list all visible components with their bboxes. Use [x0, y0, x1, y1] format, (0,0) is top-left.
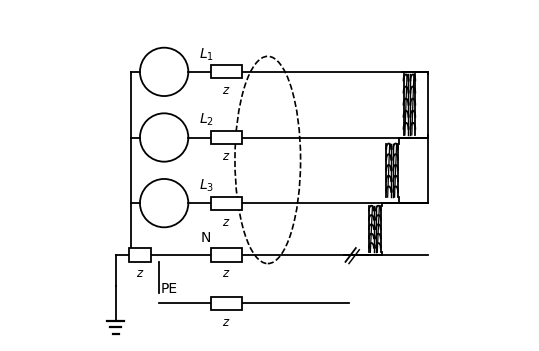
- FancyBboxPatch shape: [211, 297, 242, 310]
- Text: $z$: $z$: [222, 150, 231, 163]
- Text: $z$: $z$: [222, 216, 231, 229]
- Text: $z$: $z$: [222, 316, 231, 329]
- FancyBboxPatch shape: [129, 249, 151, 261]
- FancyBboxPatch shape: [211, 249, 242, 261]
- Text: $L_2$: $L_2$: [199, 112, 213, 128]
- Text: $L_1$: $L_1$: [199, 46, 213, 63]
- Text: N: N: [201, 231, 211, 245]
- Text: $z$: $z$: [136, 267, 144, 280]
- FancyBboxPatch shape: [211, 197, 242, 210]
- Text: PE: PE: [161, 283, 178, 297]
- Text: $z$: $z$: [222, 84, 231, 97]
- Text: $z$: $z$: [222, 267, 231, 280]
- Text: $L_3$: $L_3$: [199, 178, 214, 194]
- FancyBboxPatch shape: [211, 65, 242, 78]
- FancyBboxPatch shape: [211, 131, 242, 144]
